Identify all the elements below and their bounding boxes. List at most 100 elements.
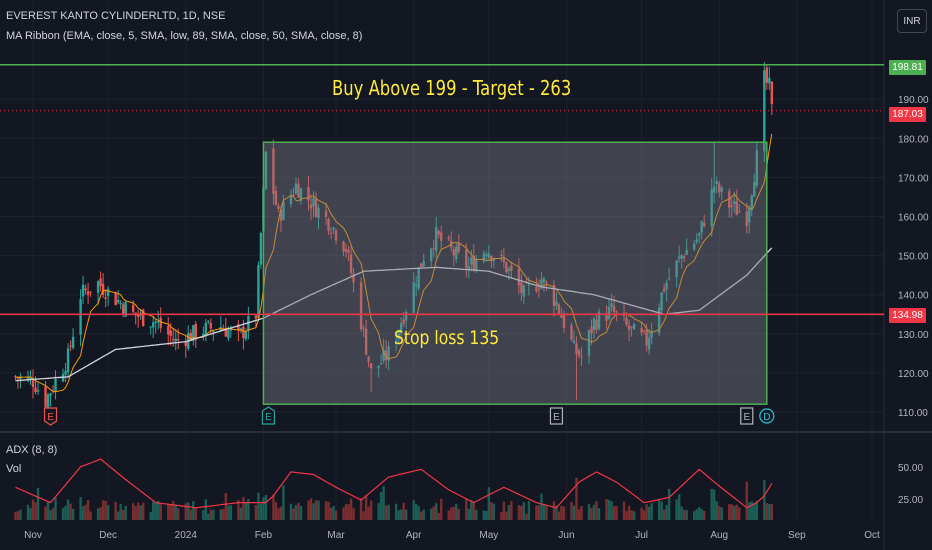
volume-bar [377,503,380,520]
candle [367,356,370,368]
candle-body [382,349,385,361]
volume-bar [720,507,723,520]
stop-loss-annotation[interactable]: Stop loss 135 [394,327,500,349]
volume-bar [16,511,20,520]
currency-button[interactable]: INR [897,9,927,33]
candle-body [279,210,283,221]
volume-bar [34,502,37,520]
candle [277,203,280,212]
candle [274,185,278,206]
candle [66,343,70,379]
candle-body [482,253,486,262]
candle [500,250,503,262]
candle [507,266,511,281]
candle-body [412,282,415,313]
volume-bar [470,499,473,520]
volume-bar [312,503,315,520]
candle-body [507,268,511,272]
volume-bar [119,504,122,520]
volume-bar [680,506,683,520]
volume-bar [159,504,162,520]
volume-bar [527,501,531,520]
candle-body [738,211,741,213]
candle [537,279,541,299]
candle [572,330,576,344]
candle [141,308,145,327]
earnings-marker[interactable]: E [549,407,564,425]
candle-body [309,204,313,209]
candle-body [397,330,400,340]
candle [517,258,521,294]
candle [49,392,52,407]
candle-body [612,305,616,312]
candle [309,194,313,221]
candle-body [472,255,475,271]
price-tick-label: 150.00 [898,252,929,263]
candle [650,323,653,345]
candle-body [124,301,127,317]
volume-bar [590,508,593,520]
volume-bar [490,502,493,520]
volume-bar [19,509,22,520]
candle-body [632,323,636,330]
candle-body [575,343,578,354]
candle [159,307,162,333]
candle [101,273,105,298]
volume-bar [177,508,180,520]
volume-bar [194,507,197,520]
candle [212,330,215,341]
volume-bar [768,503,771,520]
volume-bar [54,498,57,520]
candle-body [485,254,488,256]
candle-body [753,182,756,197]
candle-body [447,237,450,240]
candle-body [665,282,668,290]
candle [630,326,633,337]
candle [259,231,263,270]
candle-body [627,325,631,331]
candle-body [417,267,420,289]
candle-body [297,183,300,198]
earnings-marker[interactable]: E [740,407,754,425]
candle-body [750,195,753,211]
candle [352,268,355,293]
candle [106,286,110,306]
volume-bar [622,501,626,520]
ma-ribbon-legend[interactable]: MA Ribbon (EMA, close, 5, SMA, low, 89, … [6,30,363,42]
volume-bar [172,501,175,520]
candle-body [224,327,228,337]
candle-body [177,339,180,341]
volume-bar [349,498,353,520]
candle-body [36,390,40,392]
candle-body [364,328,368,355]
candle [710,177,713,237]
volume-bar [417,506,420,520]
volume-bar [542,504,546,520]
volume-bar [369,500,373,520]
candle-body [647,338,651,350]
candle [682,254,686,263]
candle [377,365,380,378]
volume-bar [359,498,363,520]
candle-body [189,332,192,342]
volume-bar [475,509,478,520]
candle [713,142,716,204]
candle [490,254,493,268]
volume-bar [237,499,240,520]
volume-legend[interactable]: Vol [6,463,22,475]
adx-legend[interactable]: ADX (8, 8) [6,444,58,456]
volume-bar [492,503,496,520]
candle-body [552,285,556,307]
buy-annotation[interactable]: Buy Above 199 - Target - 263 [332,76,572,100]
candle [587,329,591,365]
volume-bar [382,486,385,520]
candle [89,291,92,297]
volume-bar [384,505,388,520]
candle-body [542,278,546,283]
earnings-marker[interactable]: E [261,406,276,425]
earnings-marker[interactable]: E [43,407,58,426]
dividend-marker[interactable]: D [759,408,775,424]
volume-bar [46,501,50,520]
candle-body [194,323,197,340]
